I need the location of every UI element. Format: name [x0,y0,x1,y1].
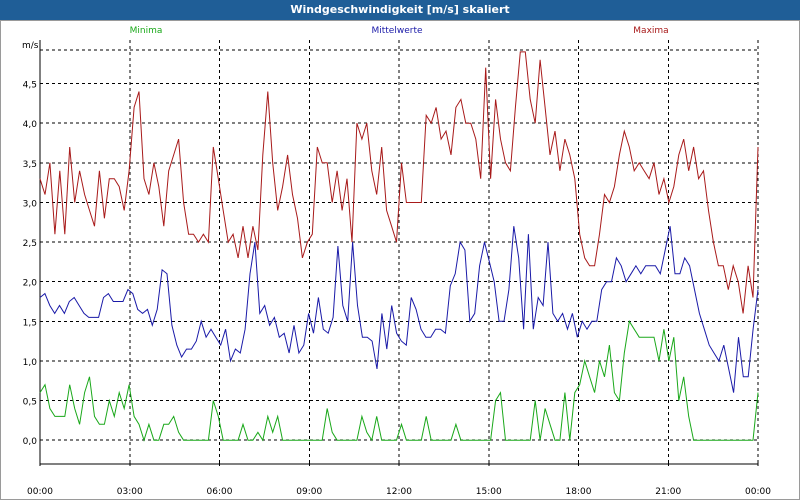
x-tick-time-label: 00:00 [27,487,53,497]
legend-entry-minima[interactable]: Minima [130,26,163,36]
y-axis-unit-label: m/s [22,41,39,51]
x-tick-time-label: 12:00 [386,487,412,497]
x-tick-time-label: 03:00 [117,487,143,497]
legend-entry-mittelwerte[interactable]: Mittelwerte [371,26,422,36]
series-line-maxima[interactable] [39,51,759,314]
y-tick-label: 0,5 [23,398,37,408]
x-tick-time-label: 00:00 [745,487,771,497]
y-tick-label: 3,0 [23,199,38,209]
legend-entry-maxima[interactable]: Maxima [633,26,668,36]
y-tick-label: 4,5 [23,81,37,91]
chart-canvas[interactable]: 0,00,51,01,52,02,53,03,54,04,500:0003.03… [0,20,800,500]
y-tick-label: 0,0 [23,437,38,447]
y-tick-label: 1,5 [23,318,37,328]
y-tick-label: 3,5 [23,160,37,170]
x-tick-time-label: 15:00 [476,487,502,497]
x-tick-time-label: 21:00 [655,487,681,497]
y-tick-label: 4,0 [23,120,38,130]
x-tick-time-label: 06:00 [207,487,233,497]
y-tick-label: 2,0 [23,279,38,289]
chart-title: Windgeschwindigkeit [m/s] skaliert [0,0,800,20]
y-tick-label: 2,5 [23,239,37,249]
x-tick-time-label: 09:00 [296,487,322,497]
series-line-mittelwerte[interactable] [39,226,759,393]
x-tick-time-label: 18:00 [566,487,592,497]
y-tick-label: 1,0 [23,358,38,368]
series-line-minima[interactable] [39,319,759,442]
